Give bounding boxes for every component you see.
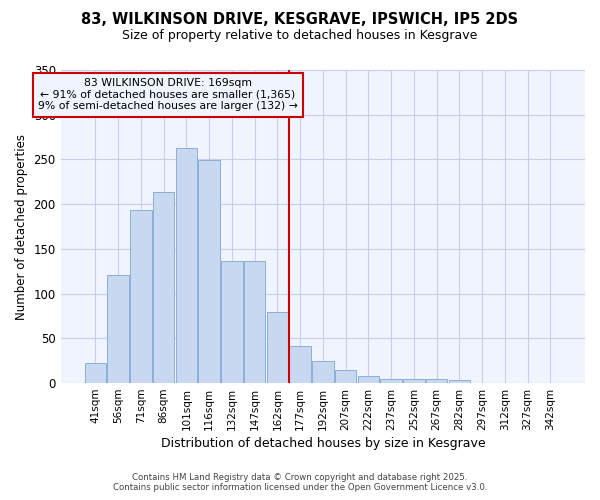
Text: Size of property relative to detached houses in Kesgrave: Size of property relative to detached ho… — [122, 28, 478, 42]
Bar — [130, 210, 152, 383]
Text: 83 WILKINSON DRIVE: 169sqm
← 91% of detached houses are smaller (1,365)
9% of se: 83 WILKINSON DRIVE: 169sqm ← 91% of deta… — [38, 78, 298, 112]
Bar — [85, 364, 106, 383]
Bar — [198, 160, 220, 383]
Bar — [153, 192, 175, 383]
Bar — [380, 378, 402, 383]
Bar — [107, 275, 129, 383]
Bar — [244, 262, 265, 383]
Bar — [335, 370, 356, 383]
Bar — [426, 380, 448, 383]
Bar — [312, 360, 334, 383]
X-axis label: Distribution of detached houses by size in Kesgrave: Distribution of detached houses by size … — [161, 437, 485, 450]
Bar — [358, 376, 379, 383]
Bar — [266, 312, 288, 383]
Bar — [449, 380, 470, 383]
Bar — [403, 380, 425, 383]
Bar — [176, 148, 197, 383]
Text: 83, WILKINSON DRIVE, KESGRAVE, IPSWICH, IP5 2DS: 83, WILKINSON DRIVE, KESGRAVE, IPSWICH, … — [82, 12, 518, 26]
Text: Contains HM Land Registry data © Crown copyright and database right 2025.
Contai: Contains HM Land Registry data © Crown c… — [113, 473, 487, 492]
Bar — [221, 260, 242, 383]
Bar — [289, 346, 311, 383]
Y-axis label: Number of detached properties: Number of detached properties — [15, 134, 28, 320]
